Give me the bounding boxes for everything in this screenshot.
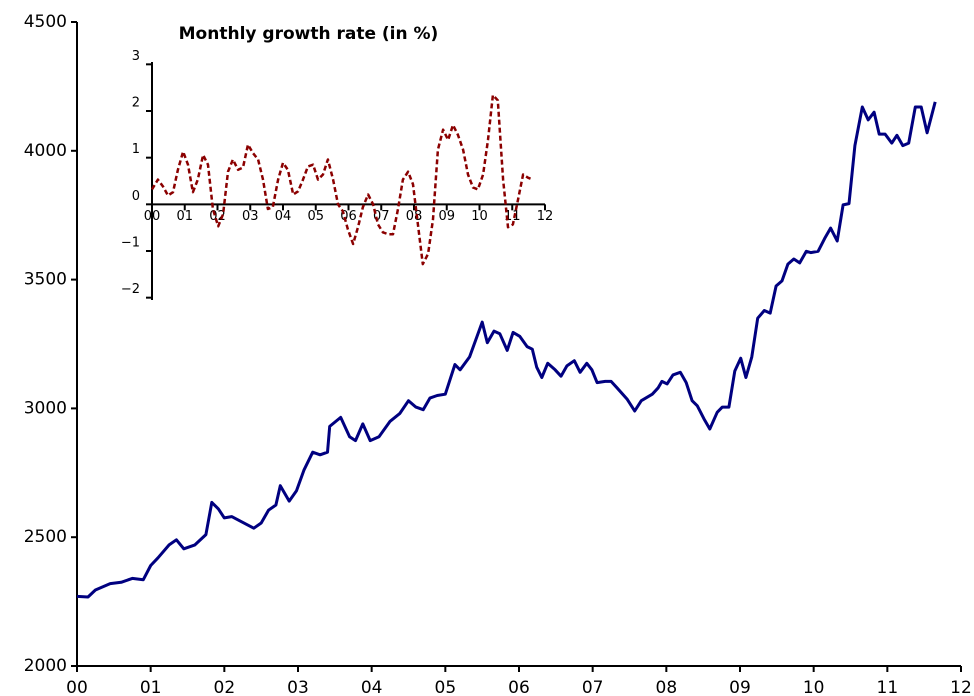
y-tick-label: 2: [132, 96, 140, 111]
y-tick-label: −1: [121, 236, 140, 251]
x-tick-label: 00: [144, 209, 161, 224]
x-tick-label: 12: [537, 209, 554, 224]
y-tick-label: 4500: [24, 12, 67, 32]
y-tick-label: 2500: [24, 527, 67, 547]
x-tick-label: 08: [406, 209, 423, 224]
x-tick-label: 09: [729, 678, 751, 696]
x-tick-label: 04: [275, 209, 292, 224]
y-tick-label: 0: [132, 189, 140, 204]
data-line: [76, 101, 937, 599]
x-tick-label: 10: [803, 678, 825, 696]
y-tick-label: 1: [132, 142, 140, 157]
chart-title: Monthly growth rate (in %): [179, 24, 439, 44]
data-line: [150, 93, 534, 266]
x-tick-label: 10: [471, 209, 488, 224]
x-tick-label: 11: [877, 678, 899, 696]
y-tick-label: 3000: [24, 398, 67, 418]
x-tick-label: 09: [438, 209, 455, 224]
x-tick-label: 07: [582, 678, 604, 696]
x-tick-label: 00: [66, 678, 88, 696]
y-tick-label: 4000: [24, 141, 67, 161]
y-tick-label: 3: [132, 49, 140, 64]
x-tick-label: 05: [307, 209, 324, 224]
x-tick-label: 01: [176, 209, 193, 224]
x-tick-label: 02: [214, 678, 236, 696]
x-tick-label: 01: [140, 678, 162, 696]
y-tick-label: −2: [121, 282, 140, 297]
y-tick-label: 3500: [24, 270, 67, 290]
x-tick-label: 03: [287, 678, 309, 696]
x-tick-label: 12: [950, 678, 972, 696]
y-tick-label: 2000: [24, 656, 67, 676]
x-tick-label: 03: [242, 209, 259, 224]
x-tick-label: 06: [508, 678, 530, 696]
x-tick-label: 05: [435, 678, 457, 696]
x-tick-label: 08: [656, 678, 678, 696]
x-tick-label: 04: [361, 678, 383, 696]
